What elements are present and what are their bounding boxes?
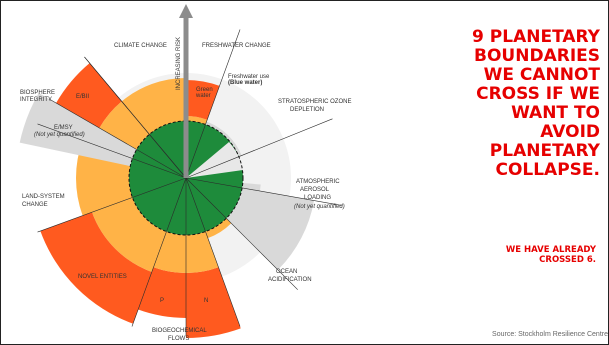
risk-arrow-head — [179, 4, 193, 18]
label-ocean-1: OCEAN — [276, 269, 297, 275]
label-green-water: Green — [196, 87, 213, 93]
label-freshwater-change: FRESHWATER CHANGE — [202, 43, 271, 49]
planetary-boundaries-diagram: INCREASING RISK CLIMATE CHANGE FRESHWATE… — [19, 4, 351, 342]
wedge-novel-inner — [92, 197, 167, 272]
wedge-nitrogen — [186, 267, 241, 338]
label-functional-diversity: E/BII — [76, 94, 89, 100]
subheadline-line: WE HAVE ALREADY — [505, 245, 596, 255]
wedge-phosphorus-inner — [153, 231, 186, 274]
segment-divider — [185, 118, 333, 179]
headline: 9 PLANETARY BOUNDARIES WE CANNOT CROSS I… — [420, 28, 600, 180]
headline-line: 9 PLANETARY — [472, 27, 600, 47]
label-genetic-unquantified: (Not yet quantified) — [34, 132, 85, 138]
label-green-water-2: water — [195, 93, 211, 99]
subheadline-line: CROSSED 6. — [539, 255, 596, 265]
headline-line: WANT TO — [511, 103, 600, 123]
wedge-novel-entities — [40, 212, 152, 324]
label-nitrogen: N — [204, 298, 208, 304]
label-aerosol-2: AEROSOL — [300, 187, 330, 193]
segment-divider — [37, 123, 187, 179]
source-credit: Source: Stockholm Resilience Centre — [492, 331, 608, 338]
headline-line: BOUNDARIES — [474, 46, 600, 66]
wedge-green-water — [186, 80, 220, 120]
segment-divider — [185, 29, 241, 179]
label-biogeochemical-2: FLOWS — [168, 336, 189, 342]
subheadline: WE HAVE ALREADY CROSSED 6. — [450, 245, 596, 265]
segment-divider — [185, 177, 342, 206]
segment-divider — [37, 177, 187, 233]
ozone-core-segment — [186, 142, 243, 178]
wedge-phosphorus — [138, 267, 186, 318]
label-biosphere-1: BIOSPHERE — [20, 90, 55, 96]
label-freshwater-use: Freshwater use — [228, 74, 270, 80]
label-aerosol-unquantified: (Not yet quantified) — [294, 204, 345, 210]
label-blue-water: (Blue water) — [228, 80, 262, 86]
label-novel-entities: NOVEL ENTITIES — [78, 274, 127, 280]
label-biosphere-2: INTEGRITY — [20, 97, 52, 103]
segment-divider — [49, 98, 187, 179]
wedge-nitrogen-inner — [186, 231, 219, 274]
segment-divider — [84, 56, 187, 179]
headline-line: CROSS IF WE — [476, 84, 600, 104]
wedge-biosphere-inner — [99, 101, 150, 150]
segment-divider — [131, 177, 187, 327]
segment-divider — [185, 177, 298, 290]
label-land-system-1: LAND-SYSTEM — [22, 194, 65, 200]
wedge-biosphere-functional — [56, 63, 122, 128]
label-aerosol-3: LOADING — [304, 195, 331, 201]
label-ozone-1: STRATOSPHERIC OZONE — [278, 99, 351, 105]
headline-line: COLLAPSE. — [495, 160, 600, 180]
arrow-label: INCREASING RISK — [176, 37, 182, 90]
label-biogeochemical-1: BIOGEOCHEMICAL — [152, 328, 207, 334]
headline-line: PLANETARY — [489, 141, 600, 161]
headline-line: AVOID — [540, 122, 600, 142]
label-aerosol-1: ATMOSPHERIC — [296, 179, 340, 185]
segment-divider — [185, 177, 241, 327]
label-land-system-2: CHANGE — [22, 202, 48, 208]
boundary-ring — [128, 120, 244, 236]
label-genetic-diversity: E/MSY — [54, 125, 73, 131]
segment-dividers — [37, 20, 342, 336]
label-phosphorus: P — [160, 298, 164, 304]
label-ocean-2: ACIDIFICATION — [268, 277, 312, 283]
label-ozone-2: DEPLETION — [290, 107, 324, 113]
headline-line: WE CANNOT — [483, 65, 600, 85]
label-climate-change: CLIMATE CHANGE — [114, 43, 167, 49]
